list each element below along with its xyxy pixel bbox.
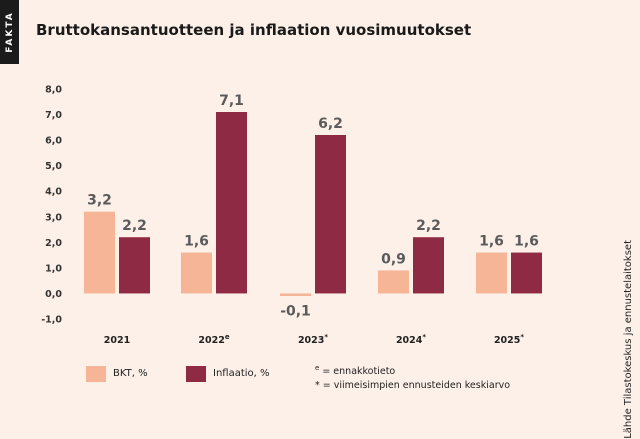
data-label: 6,2 bbox=[318, 116, 343, 132]
bar-bkt bbox=[280, 293, 311, 296]
x-category-label: 2024* bbox=[396, 333, 426, 346]
category-mark: e bbox=[225, 333, 230, 341]
y-tick-label: 3,0 bbox=[45, 212, 62, 223]
bar-inflaatio bbox=[315, 135, 346, 294]
y-tick-label: 8,0 bbox=[45, 85, 62, 96]
x-category-label: 2023* bbox=[298, 333, 328, 346]
category-mark: * bbox=[422, 333, 426, 341]
data-label: 1,6 bbox=[479, 234, 504, 250]
y-tick-label: 4,0 bbox=[45, 187, 62, 198]
note-text-e: = ennakkotieto bbox=[319, 366, 396, 378]
bar-bkt bbox=[181, 252, 212, 294]
data-label: -0,1 bbox=[280, 303, 311, 319]
y-tick-label: 7,0 bbox=[45, 110, 62, 121]
bar-bkt bbox=[476, 252, 507, 294]
data-label: 3,2 bbox=[87, 193, 112, 209]
category-mark: * bbox=[324, 333, 328, 341]
y-tick-label: 2,0 bbox=[45, 238, 62, 249]
note-forecast: * = viimeisimpien ennusteiden keskiarvo bbox=[315, 380, 510, 391]
bar-bkt bbox=[84, 211, 115, 294]
x-category-label: 2021 bbox=[104, 335, 130, 346]
bar-inflaatio bbox=[413, 237, 444, 294]
legend-swatch-inflaatio bbox=[186, 366, 206, 382]
y-tick-label: -1,0 bbox=[41, 315, 62, 326]
bar-inflaatio bbox=[119, 237, 150, 294]
category-mark: * bbox=[520, 333, 524, 341]
y-tick-label: 5,0 bbox=[45, 161, 62, 172]
note-preliminary: e = ennakkotieto bbox=[315, 364, 395, 377]
data-label: 1,6 bbox=[184, 234, 209, 250]
legend-swatch-bkt bbox=[86, 366, 106, 382]
bar-inflaatio bbox=[511, 252, 542, 294]
x-category-label: 2022e bbox=[198, 333, 229, 346]
chart-title: Bruttokansantuotteen ja inflaation vuosi… bbox=[36, 21, 472, 39]
data-label: 0,9 bbox=[381, 251, 406, 267]
bar-chart: -1,0 0,0 1,0 2,0 3,0 4,0 5,0 6,0 7,0 8,0 3,2 2,2 202… bbox=[41, 85, 542, 346]
legend-label-inflaatio: Inflaatio, % bbox=[213, 368, 270, 379]
data-label: 1,6 bbox=[514, 234, 539, 250]
legend-label-bkt: BKT, % bbox=[113, 368, 148, 379]
bar-bkt bbox=[378, 270, 409, 294]
y-tick-label: 0,0 bbox=[45, 289, 62, 300]
x-category-label: 2025* bbox=[494, 333, 524, 346]
y-tick-label: 1,0 bbox=[45, 263, 62, 274]
source-note: Lähde Tilastokeskus ja ennustelaitokset bbox=[623, 240, 634, 439]
data-label: 2,2 bbox=[416, 218, 441, 234]
data-label: 7,1 bbox=[219, 93, 244, 109]
note-mark-star: * bbox=[315, 380, 320, 391]
bar-inflaatio bbox=[216, 112, 247, 294]
y-tick-label: 6,0 bbox=[45, 136, 62, 147]
note-text-star: = viimeisimpien ennusteiden keskiarvo bbox=[319, 380, 511, 391]
fakta-tab: FAKTA bbox=[0, 0, 19, 64]
data-label: 2,2 bbox=[122, 218, 147, 234]
note-mark-e: e bbox=[315, 364, 320, 372]
